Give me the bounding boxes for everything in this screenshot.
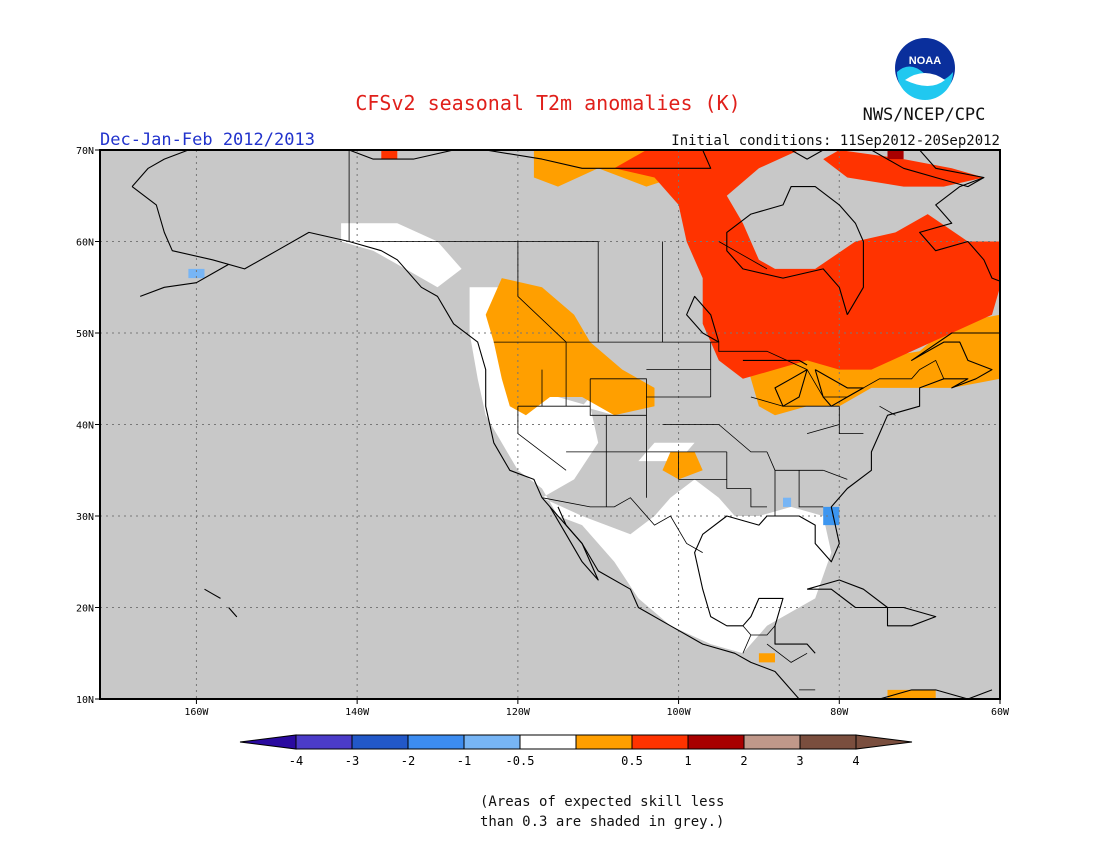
coastline bbox=[204, 588, 221, 599]
lon-tick-label: 60W bbox=[991, 707, 1010, 718]
anomaly-region-orange bbox=[485, 278, 655, 416]
colorbar-box bbox=[351, 734, 409, 750]
border-line bbox=[493, 341, 945, 398]
lat-tick-label: 60N bbox=[76, 238, 94, 249]
lon-tick-label: 140W bbox=[345, 707, 370, 718]
lon-tick-label: 120W bbox=[506, 707, 531, 718]
colorbar-label: 2 bbox=[740, 754, 747, 768]
border-line bbox=[879, 405, 896, 416]
border-line bbox=[766, 643, 808, 663]
coastline bbox=[131, 186, 800, 699]
colorbar-box bbox=[631, 734, 689, 750]
lat-tick-label: 50N bbox=[76, 329, 94, 340]
border-line bbox=[718, 424, 767, 453]
border-line bbox=[678, 451, 727, 480]
lon-tick-label: 160W bbox=[184, 707, 209, 718]
border-line bbox=[742, 634, 752, 654]
lat-tick-label: 30N bbox=[76, 512, 94, 523]
border-line bbox=[718, 241, 768, 270]
border-line bbox=[541, 497, 703, 553]
anomaly-region-orange bbox=[758, 653, 775, 663]
anomaly-region-red bbox=[614, 150, 1000, 379]
coastline bbox=[790, 150, 824, 160]
coastline bbox=[228, 607, 238, 618]
colorbar-label: 0.5 bbox=[621, 754, 643, 768]
anomaly-region-lightblue bbox=[783, 497, 792, 507]
noaa-logo: NOAA bbox=[895, 38, 955, 100]
anomaly-region-orange bbox=[887, 689, 936, 699]
colorbar-box bbox=[743, 734, 801, 750]
colorbar-label: -1 bbox=[457, 754, 471, 768]
season-label: Dec-Jan-Feb 2012/2013 bbox=[100, 130, 315, 150]
colorbar-label: 1 bbox=[684, 754, 691, 768]
border-line bbox=[806, 424, 840, 434]
lat-tick-label: 10N bbox=[76, 695, 94, 706]
coastline bbox=[140, 263, 229, 297]
anomaly-region-red bbox=[381, 150, 398, 160]
agency-label: NWS/NCEP/CPC bbox=[863, 105, 986, 125]
border-line bbox=[798, 470, 824, 508]
colorbar-label: 3 bbox=[796, 754, 803, 768]
init-conditions: Initial conditions: 11Sep2012-20Sep2012 bbox=[671, 133, 1000, 149]
political-borders bbox=[348, 150, 945, 691]
colorbar-box bbox=[687, 734, 745, 750]
border-line bbox=[750, 396, 840, 407]
border-line bbox=[726, 451, 751, 489]
border-line bbox=[517, 241, 567, 343]
coastline bbox=[799, 689, 993, 699]
coastline bbox=[774, 369, 808, 407]
skill-note-line-2: than 0.3 are shaded in grey.) bbox=[480, 814, 725, 830]
main-title: CFSv2 seasonal T2m anomalies (K) bbox=[355, 91, 740, 115]
colorbar-label: -0.5 bbox=[506, 754, 535, 768]
skill-note-line-1: (Areas of expected skill less bbox=[480, 794, 725, 810]
coastline bbox=[694, 150, 1000, 654]
colorbar-left-arrow bbox=[239, 734, 297, 750]
lat-tick-label: 20N bbox=[76, 604, 94, 615]
anomaly-region-blue bbox=[823, 506, 840, 526]
colorbar-box bbox=[295, 734, 353, 750]
colorbar: -4 -3 -2 -1 -0.5 0.5 1 2 3 4 bbox=[239, 734, 913, 768]
noaa-logo-text: NOAA bbox=[909, 55, 941, 67]
lon-tick-label: 80W bbox=[830, 707, 849, 718]
colorbar-label: -2 bbox=[401, 754, 415, 768]
lon-tick-label: 100W bbox=[667, 707, 692, 718]
border-line bbox=[517, 406, 567, 471]
colorbar-box bbox=[799, 734, 857, 750]
border-line bbox=[750, 488, 767, 508]
coastline bbox=[549, 506, 599, 581]
axis-ticks: 160W 140W 120W 100W 80W 60W 70N 60N 50N 40N 30N 20N… bbox=[76, 146, 1010, 718]
lat-tick-label: 70N bbox=[76, 146, 94, 157]
anomaly-region-white bbox=[341, 223, 462, 288]
lat-tick-label: 40N bbox=[76, 421, 94, 432]
coastline bbox=[131, 150, 712, 187]
anomaly-region-white bbox=[469, 287, 832, 654]
anomaly-region-lightblue bbox=[188, 268, 205, 279]
border-line bbox=[823, 469, 848, 480]
colorbar-box bbox=[407, 734, 465, 750]
border-line bbox=[742, 625, 776, 636]
colorbar-label: -3 bbox=[345, 754, 359, 768]
coastline bbox=[871, 150, 985, 188]
coastline bbox=[686, 295, 720, 343]
anomaly-region-orange bbox=[662, 451, 703, 480]
anomaly-region-darkred bbox=[887, 150, 904, 160]
coastline bbox=[886, 606, 937, 627]
colorbar-label: 4 bbox=[852, 754, 859, 768]
skill-note: (Areas of expected skill less than 0.3 a… bbox=[480, 792, 740, 832]
colorbar-right-arrow bbox=[855, 734, 913, 750]
colorbar-label: -4 bbox=[289, 754, 303, 768]
border-line bbox=[838, 406, 864, 435]
coastline bbox=[726, 186, 864, 315]
colorbar-box bbox=[519, 734, 577, 750]
colorbar-box bbox=[463, 734, 521, 750]
colorbar-box bbox=[575, 734, 633, 750]
